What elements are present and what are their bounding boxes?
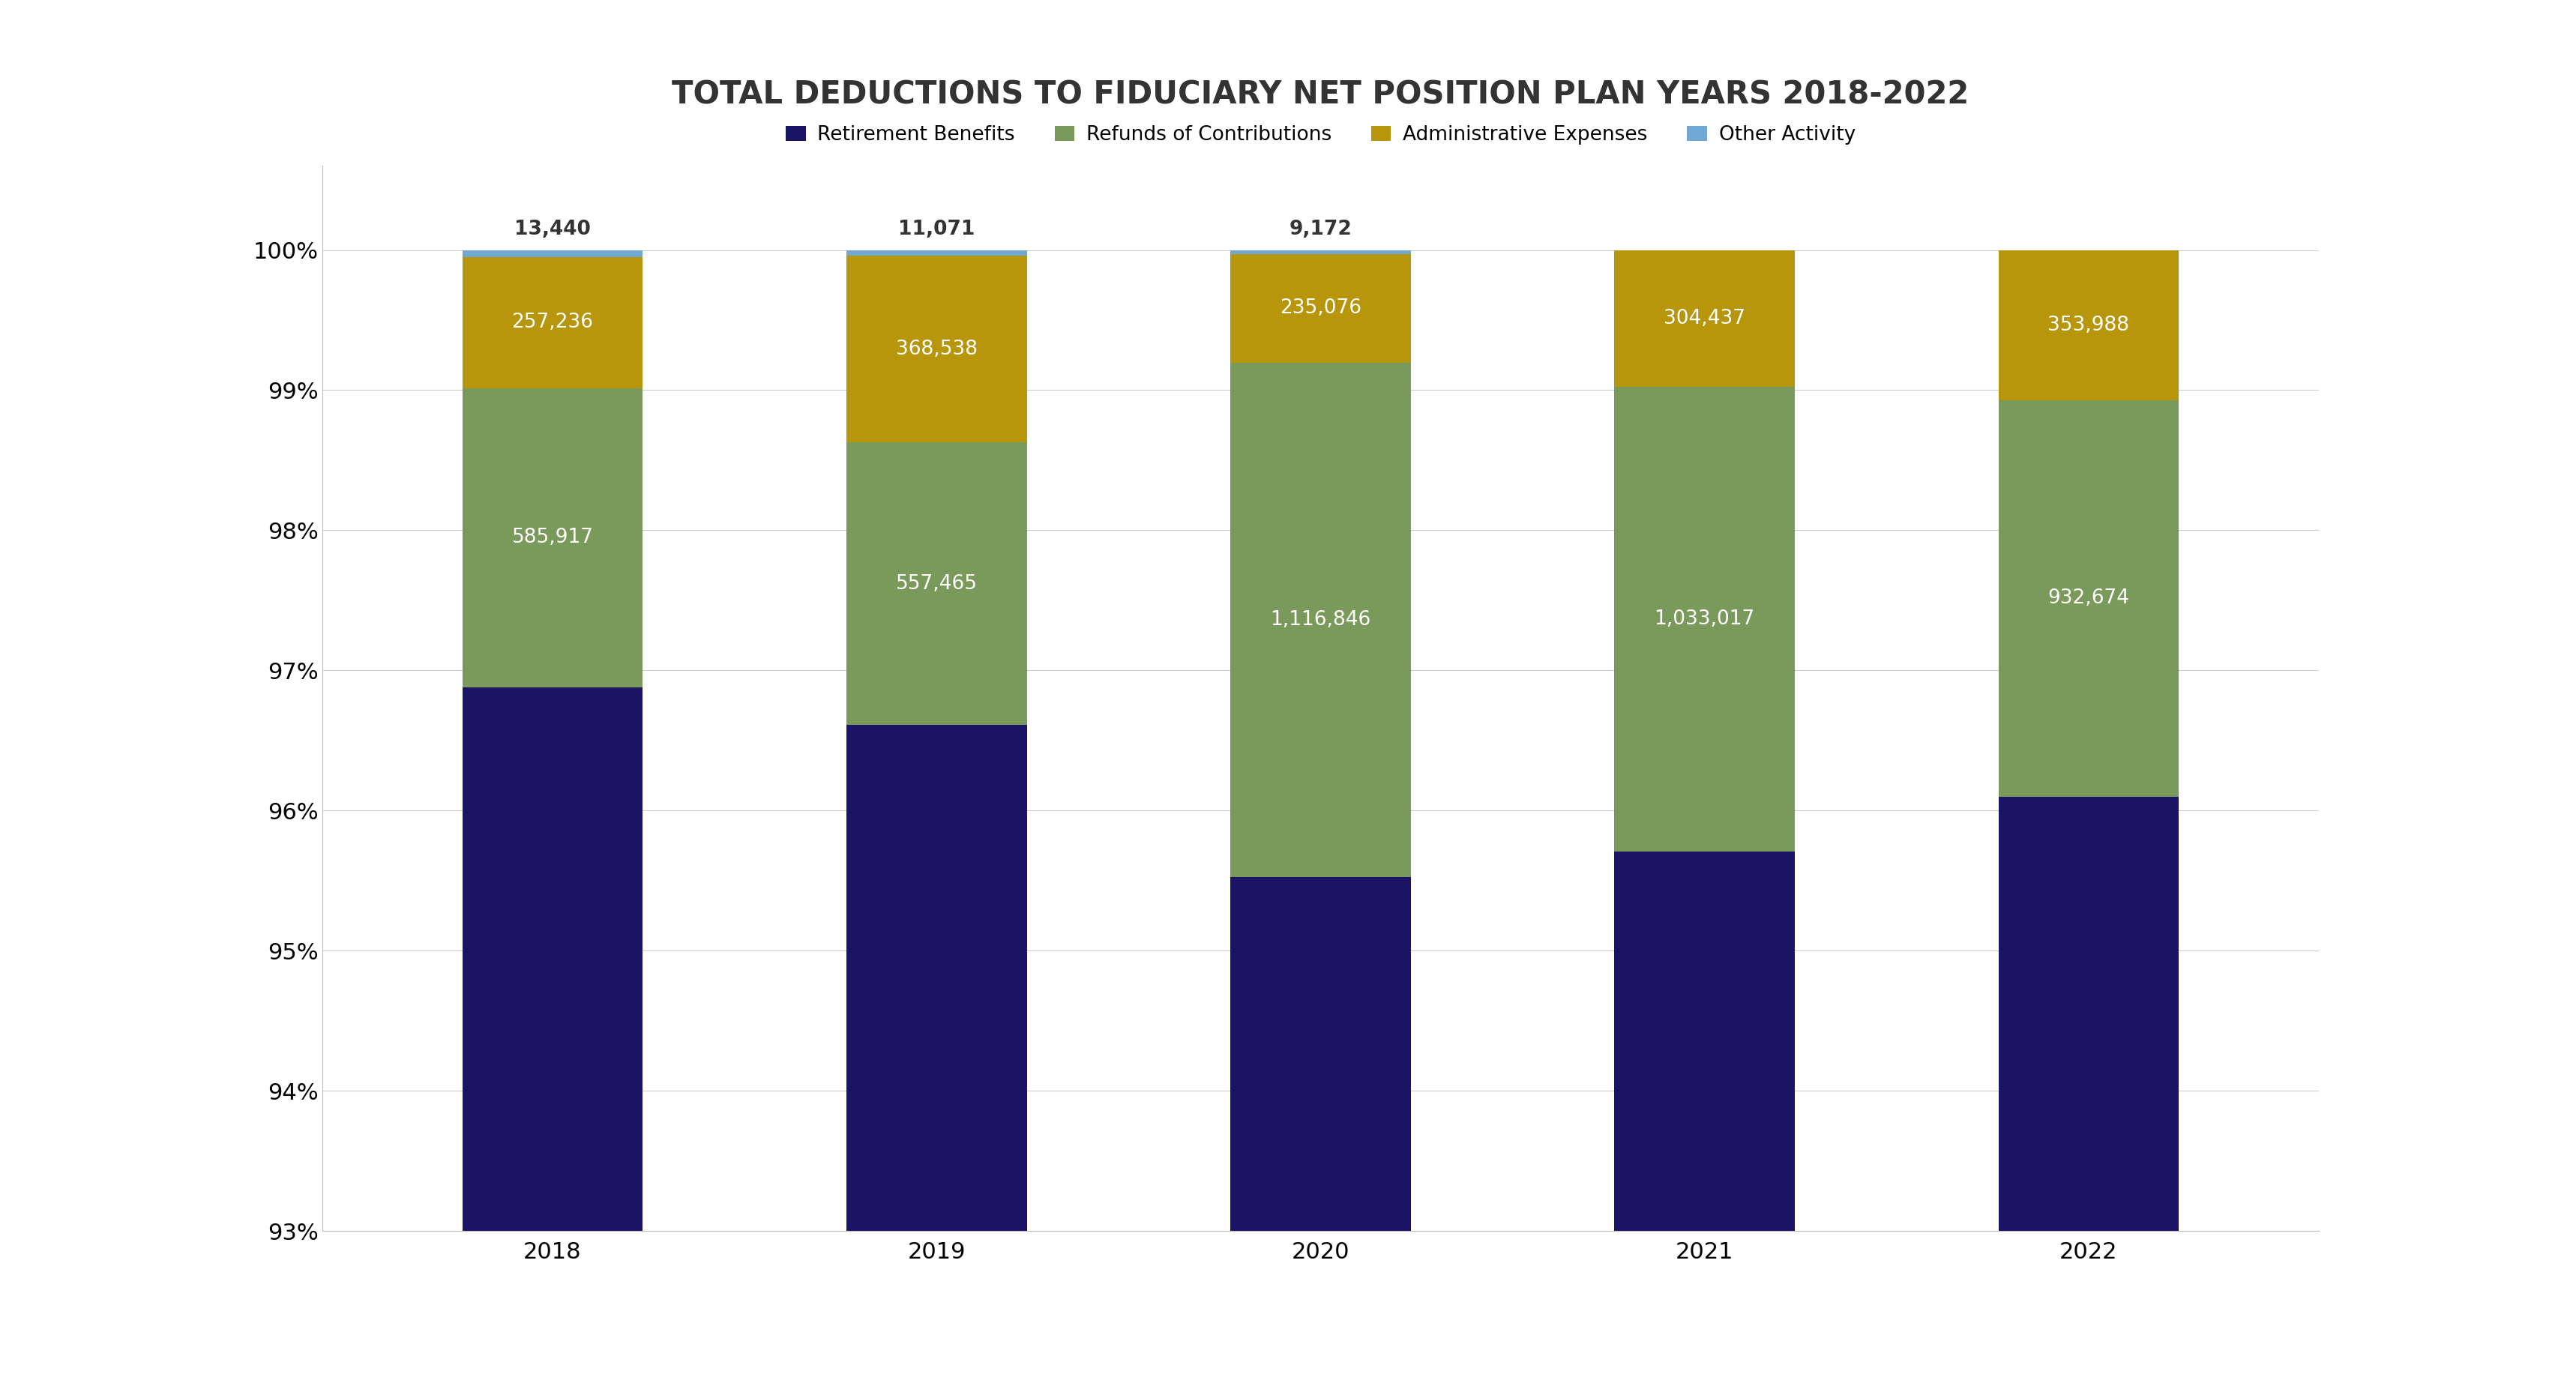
Legend: Retirement Benefits, Refunds of Contributions, Administrative Expenses, Other Ac: Retirement Benefits, Refunds of Contribu…: [778, 118, 1862, 152]
Bar: [845, 443, 1025, 725]
Bar: [461, 250, 641, 257]
Bar: [461, 687, 641, 1383]
Bar: [1999, 250, 2179, 401]
Text: 557,465: 557,465: [896, 574, 976, 593]
Bar: [1229, 250, 1412, 254]
Text: 368,538: 368,538: [896, 339, 976, 358]
Bar: [1229, 254, 1412, 362]
Text: 1,033,017: 1,033,017: [1654, 610, 1754, 629]
Text: 932,674: 932,674: [2048, 589, 2128, 609]
Bar: [1615, 852, 1795, 1383]
Text: 9,172: 9,172: [1288, 220, 1352, 239]
Bar: [1615, 387, 1795, 852]
Bar: [845, 725, 1025, 1383]
Bar: [461, 389, 641, 687]
Text: 304,437: 304,437: [1664, 308, 1744, 328]
Bar: [1999, 797, 2179, 1383]
Bar: [1229, 877, 1412, 1383]
Bar: [1615, 250, 1795, 387]
Bar: [845, 256, 1025, 443]
Text: 11,071: 11,071: [899, 220, 974, 239]
Bar: [845, 250, 1025, 256]
Title: TOTAL DEDUCTIONS TO FIDUCIARY NET POSITION PLAN YEARS 2018-2022: TOTAL DEDUCTIONS TO FIDUCIARY NET POSITI…: [672, 79, 1968, 111]
Bar: [461, 257, 641, 389]
Text: 353,988: 353,988: [2048, 315, 2128, 335]
Text: 13,440: 13,440: [515, 220, 590, 239]
Text: 235,076: 235,076: [1280, 299, 1360, 318]
Text: 585,917: 585,917: [513, 528, 592, 548]
Text: 1,116,846: 1,116,846: [1270, 610, 1370, 629]
Bar: [1999, 401, 2179, 797]
Text: 257,236: 257,236: [513, 313, 592, 332]
Bar: [1229, 362, 1412, 877]
